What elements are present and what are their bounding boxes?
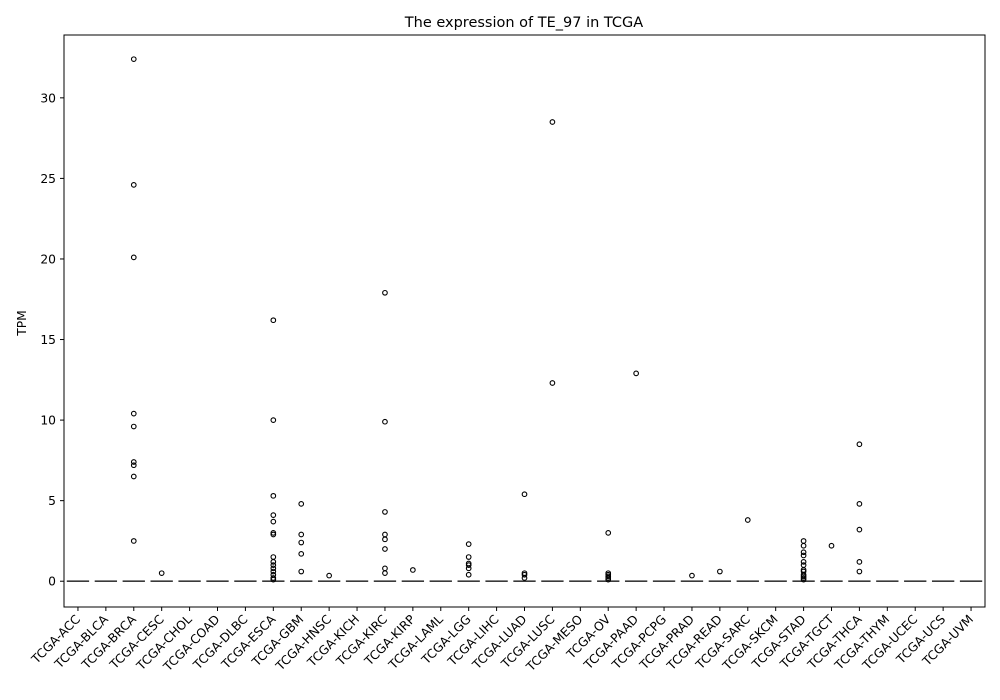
outlier-point — [828, 542, 835, 549]
outlier-point — [800, 542, 807, 549]
plot-frame — [63, 34, 986, 608]
outlier-point — [130, 254, 137, 261]
outlier-point — [549, 380, 556, 386]
outlier-point — [158, 570, 165, 577]
outlier-point — [270, 512, 277, 519]
outlier-point — [130, 538, 137, 544]
y-tick-label: 25 — [40, 172, 56, 186]
outlier-point — [800, 562, 807, 568]
y-tick-label: 0 — [48, 575, 56, 589]
outlier-point — [270, 518, 277, 525]
outlier-point — [298, 550, 305, 557]
outlier-point — [270, 317, 277, 324]
plot-area — [66, 56, 983, 583]
outlier-point — [465, 541, 472, 548]
outlier-point — [130, 181, 137, 188]
outlier-point — [130, 56, 137, 63]
y-tick-label: 10 — [40, 414, 56, 428]
outlier-point — [382, 531, 388, 538]
outlier-point — [856, 441, 863, 448]
outlier-point — [270, 576, 277, 583]
outlier-point — [800, 576, 807, 583]
outlier-point — [856, 501, 863, 507]
outlier-point — [856, 526, 863, 533]
outlier-point — [605, 576, 612, 583]
outlier-point — [270, 417, 277, 423]
outlier-point — [465, 565, 472, 572]
outlier-point — [382, 536, 388, 543]
outlier-point — [856, 568, 863, 575]
outlier-point — [382, 565, 388, 572]
outlier-point — [270, 492, 277, 499]
outlier-point — [270, 562, 277, 568]
outlier-point — [800, 538, 807, 544]
outlier-point — [744, 517, 751, 523]
outlier-point — [465, 554, 472, 560]
outlier-point — [521, 491, 528, 498]
outlier-point — [270, 565, 277, 572]
outlier-point — [326, 572, 332, 579]
chart-title: The expression of TE_97 in TCGA — [404, 15, 644, 31]
y-tick-label: 20 — [40, 252, 56, 266]
outlier-point — [298, 531, 305, 538]
outlier-point — [856, 559, 863, 565]
outlier-point — [298, 539, 305, 546]
outlier-point — [130, 410, 137, 417]
outlier-point — [298, 501, 305, 507]
outlier-point — [130, 459, 137, 465]
outlier-point — [130, 462, 137, 469]
outlier-point — [521, 575, 528, 581]
outlier-point — [382, 509, 388, 515]
outlier-point — [130, 423, 137, 430]
outlier-point — [465, 571, 472, 578]
outlier-point — [633, 370, 639, 377]
outlier-point — [382, 570, 388, 577]
outlier-point — [465, 562, 472, 568]
outlier-point — [270, 568, 277, 575]
outlier-point — [382, 546, 388, 552]
outlier-point — [270, 531, 277, 538]
outlier-point — [605, 530, 612, 536]
y-tick-label: 15 — [40, 333, 56, 347]
outlier-point — [130, 473, 137, 480]
outlier-point — [800, 552, 807, 559]
outlier-point — [298, 568, 305, 575]
outlier-point — [270, 559, 277, 565]
outlier-point — [410, 567, 416, 573]
outlier-point — [717, 568, 723, 575]
outlier-point — [689, 572, 695, 579]
outlier-point — [800, 549, 807, 556]
outlier-point — [800, 559, 807, 565]
outlier-point — [549, 119, 556, 125]
outlier-point — [270, 554, 277, 560]
y-axis-label: TPM — [15, 310, 29, 337]
outlier-point — [382, 289, 388, 296]
y-tick-label: 30 — [40, 91, 56, 105]
y-tick-label: 5 — [48, 494, 56, 508]
outlier-point — [521, 571, 528, 578]
outlier-point — [382, 418, 388, 425]
